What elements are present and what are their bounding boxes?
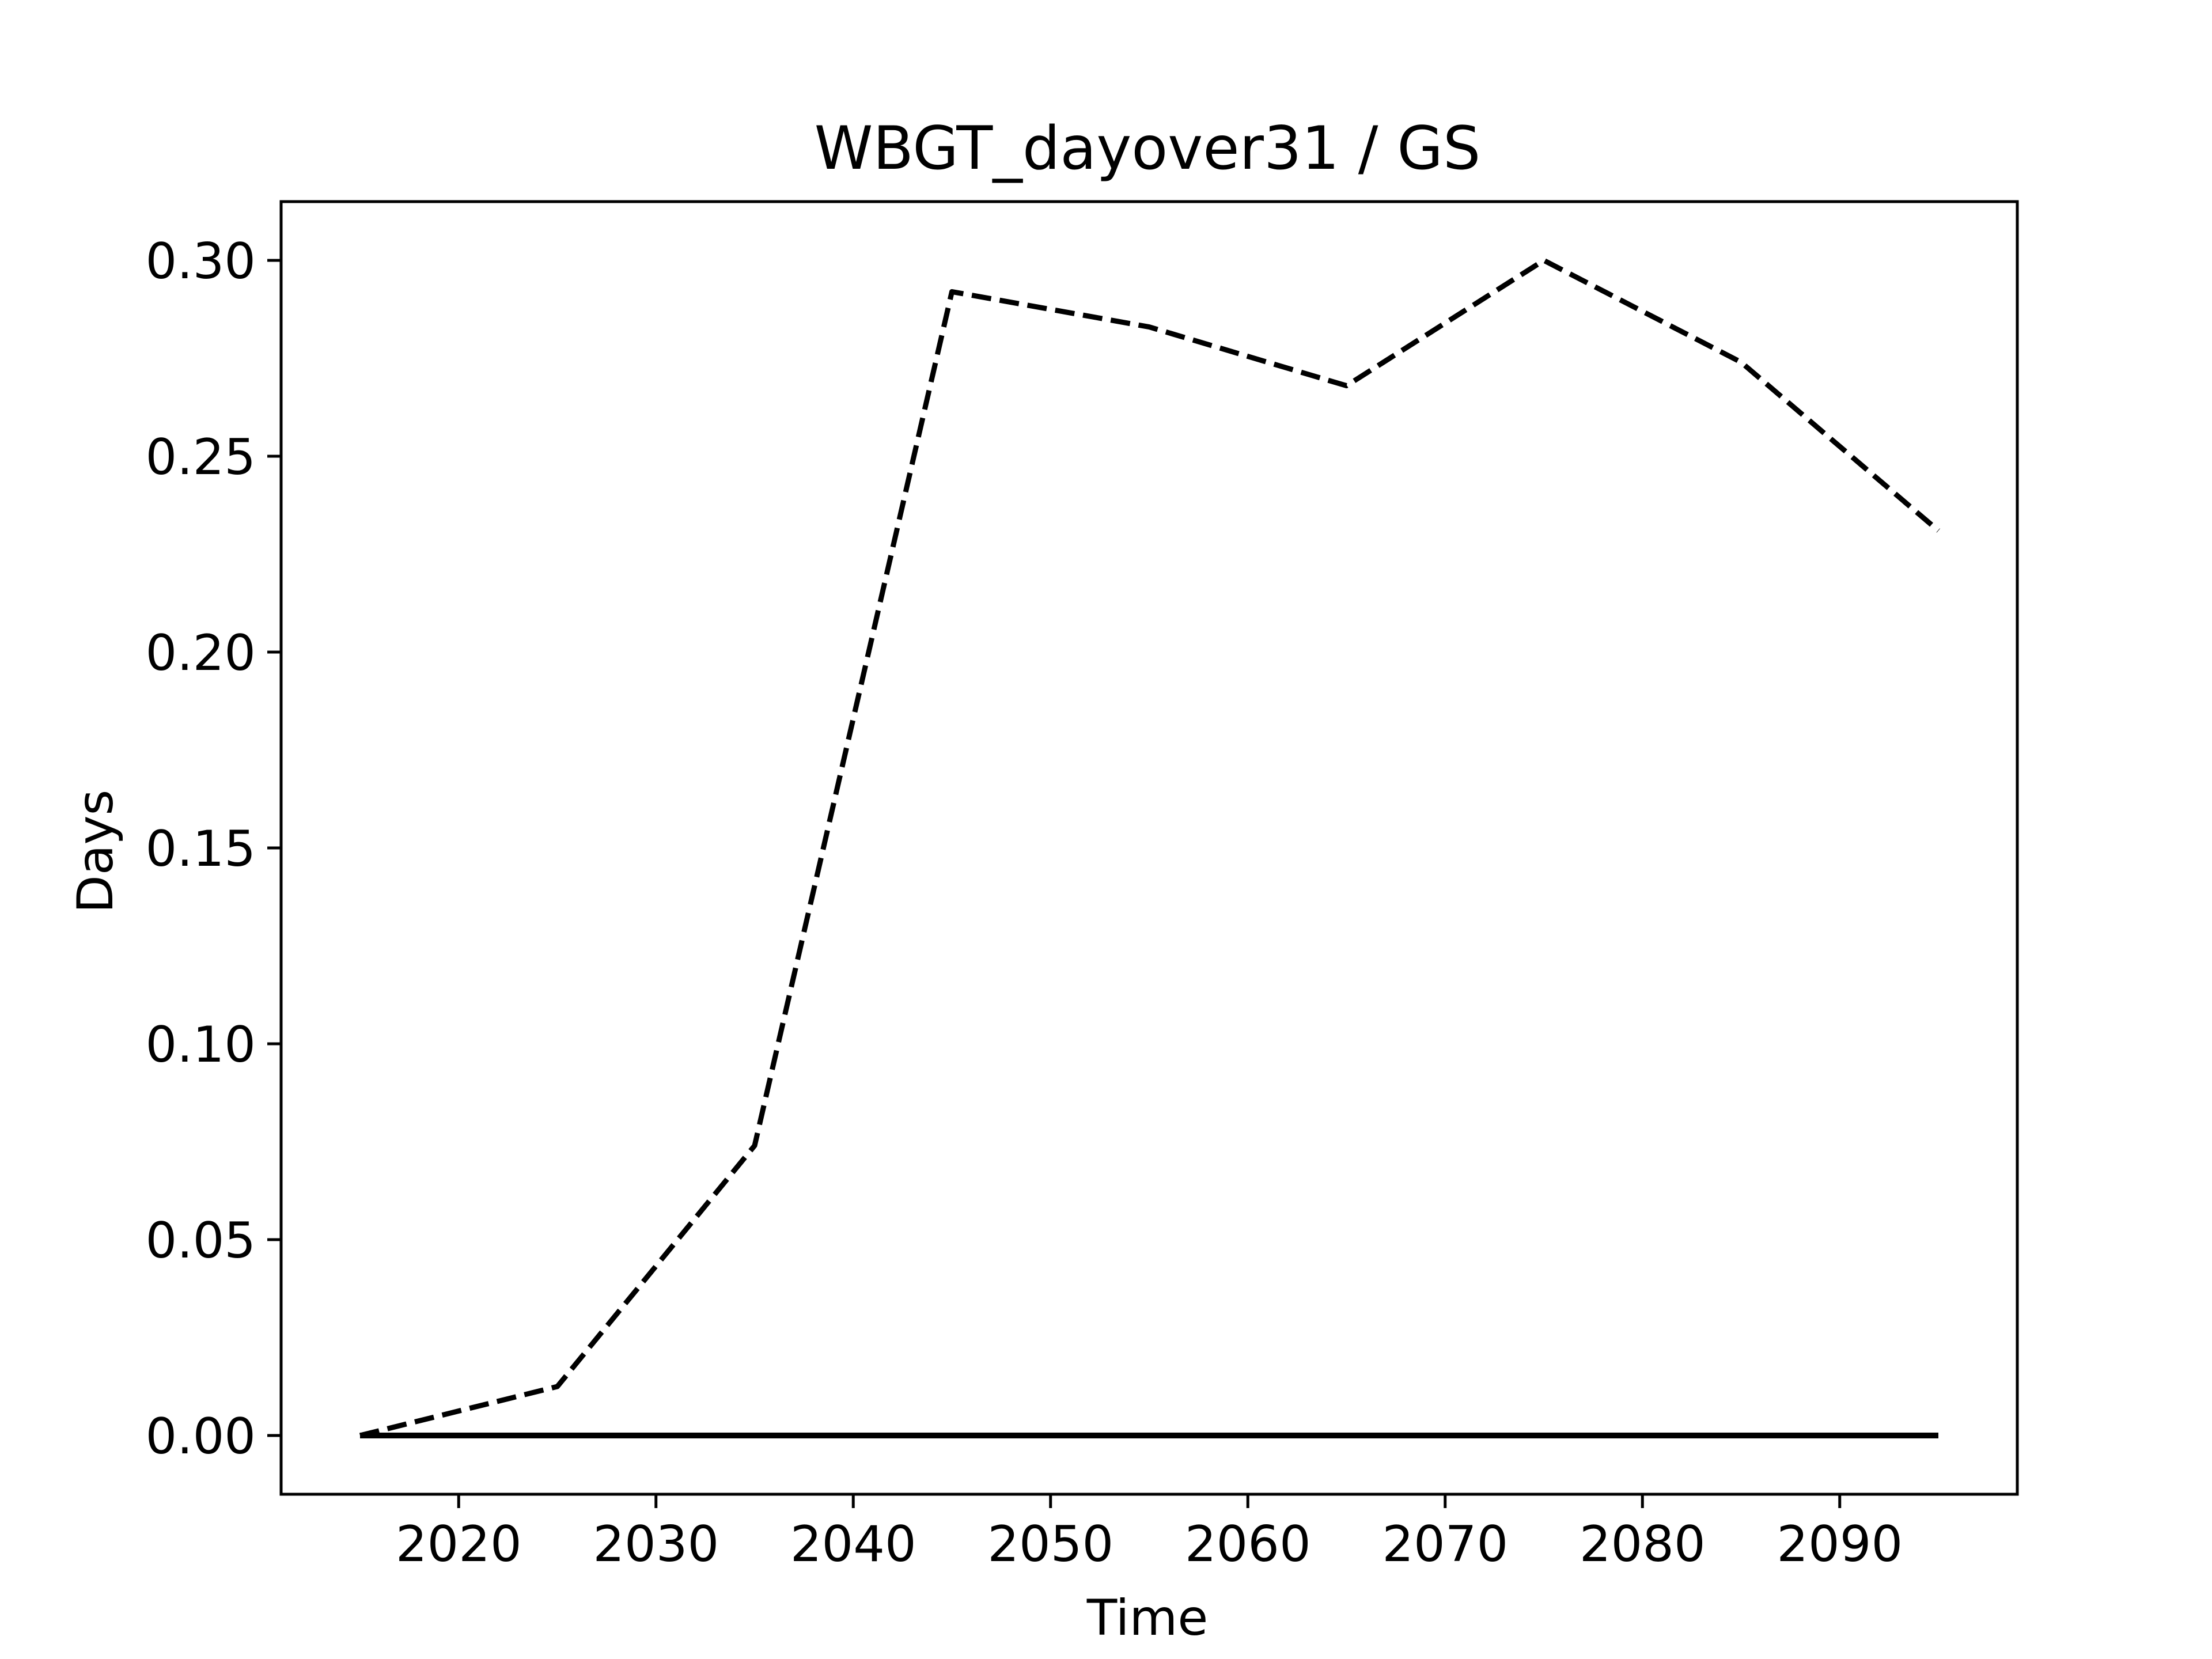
chart-title: WBGT_dayover31 / GS [815,114,1481,183]
y-axis-label: Days [67,790,124,914]
y-tick-label: 0.30 [146,233,256,290]
y-tick-label: 0.10 [146,1016,256,1074]
x-tick-label: 2050 [987,1516,1113,1573]
x-axis-label: Time [1086,1589,1208,1647]
y-tick-label: 0.20 [146,624,256,682]
x-tick-label: 2020 [396,1516,522,1573]
y-tick-label: 0.15 [146,820,256,878]
plot-area: 2020 2030 2040 2050 2060 2070 2080 2090 0.00 0.05… [146,200,2019,1573]
y-tick-label: 0.25 [146,429,256,486]
x-tick-label: 2040 [790,1516,916,1573]
x-tick-label: 2070 [1382,1516,1508,1573]
y-tick-label: 0.00 [146,1408,256,1465]
y-tick-label: 0.05 [146,1212,256,1270]
x-tick-label: 2080 [1580,1516,1706,1573]
x-tick-label: 2090 [1777,1516,1903,1573]
x-tick-label: 2060 [1185,1516,1311,1573]
series-line-dashed [359,257,1940,1438]
x-tick-label: 2030 [593,1516,719,1573]
plot-frame [279,200,2019,1496]
